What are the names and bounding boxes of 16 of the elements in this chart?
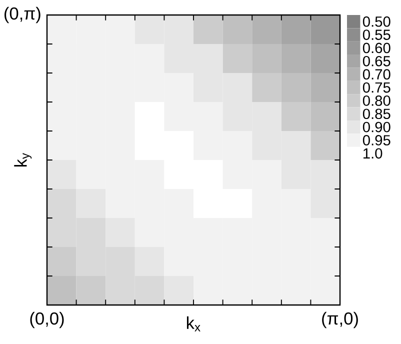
x-axis-title: k$_{x}$ <box>186 316 200 332</box>
color-bar-label: 0.75 <box>362 82 390 93</box>
color-bar-label: 1.0 <box>363 148 382 159</box>
color-bar-label: 0.50 <box>362 16 390 27</box>
color-bar-label: 0.60 <box>362 42 390 54</box>
text: (0,π) <box>4 6 40 24</box>
text: (0,0) <box>30 312 64 328</box>
color-bar-label: 0.65 <box>362 56 390 66</box>
color-bar-label: 0.90 <box>362 122 390 132</box>
color-bar-label: 0.80 <box>362 96 390 106</box>
color-bar-label: 0.85 <box>362 108 390 120</box>
color-bar-label: 0.95 <box>362 135 390 146</box>
text: (π,0) <box>322 312 358 328</box>
y-axis-title: k$_{y}$ <box>14 152 32 167</box>
color-bar-label: 0.55 <box>362 30 390 40</box>
color-bar-label: 0.70 <box>362 69 390 80</box>
